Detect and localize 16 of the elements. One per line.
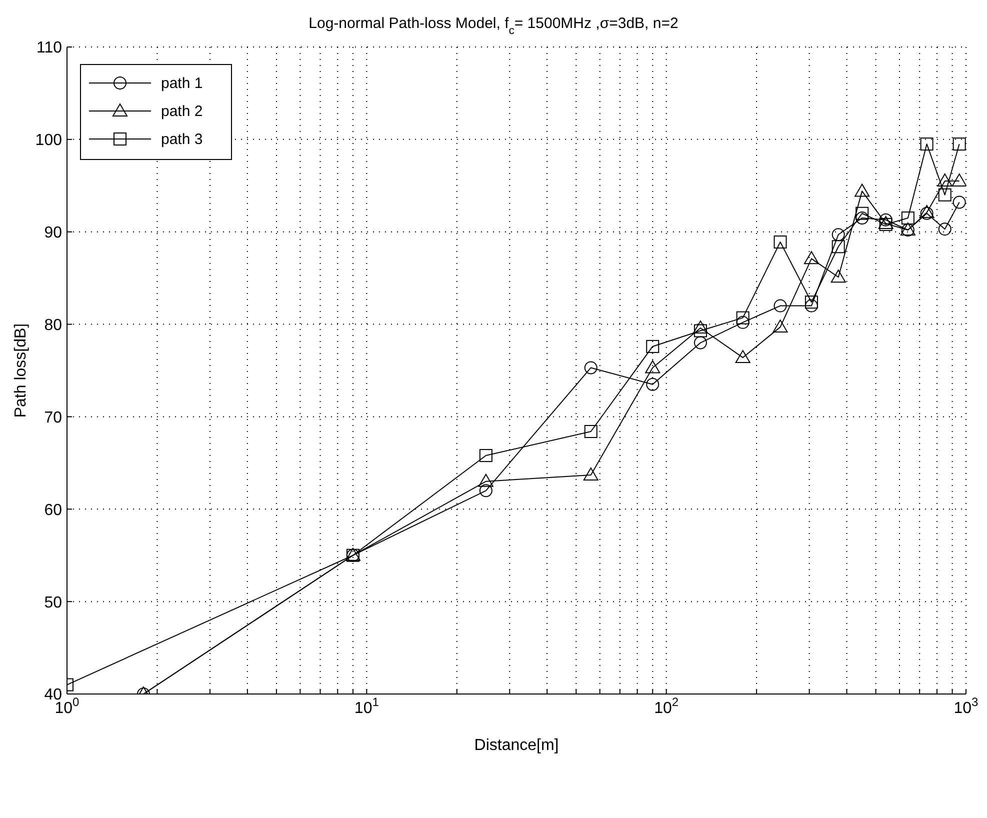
y-tick-label: 90 (44, 224, 62, 242)
y-tick-label: 70 (44, 409, 62, 426)
y-tick-label: 100 (35, 132, 62, 150)
chart-title: Log-normal Path-loss Model, f$_{c}$= 1500MHz ,σ=3dB, n=2 (308, 15, 678, 37)
y-axis-title: Path loss[dB] (12, 323, 30, 418)
x-axis-title: Distance[m] (474, 737, 559, 754)
legend-label: path 1 (161, 75, 203, 92)
x-tick-label: 10$^{2}$ (654, 695, 679, 717)
legend-label: path 2 (161, 103, 203, 120)
x-tick-label: 10$^{1}$ (354, 695, 380, 717)
y-tick-label: 80 (44, 316, 62, 334)
y-tick-label: 50 (44, 594, 62, 612)
x-tick-label: 10$^{3}$ (954, 695, 979, 717)
legend-label: path 3 (161, 131, 203, 148)
y-tick-label: 110 (36, 40, 62, 57)
y-tick-label: 60 (44, 502, 62, 519)
